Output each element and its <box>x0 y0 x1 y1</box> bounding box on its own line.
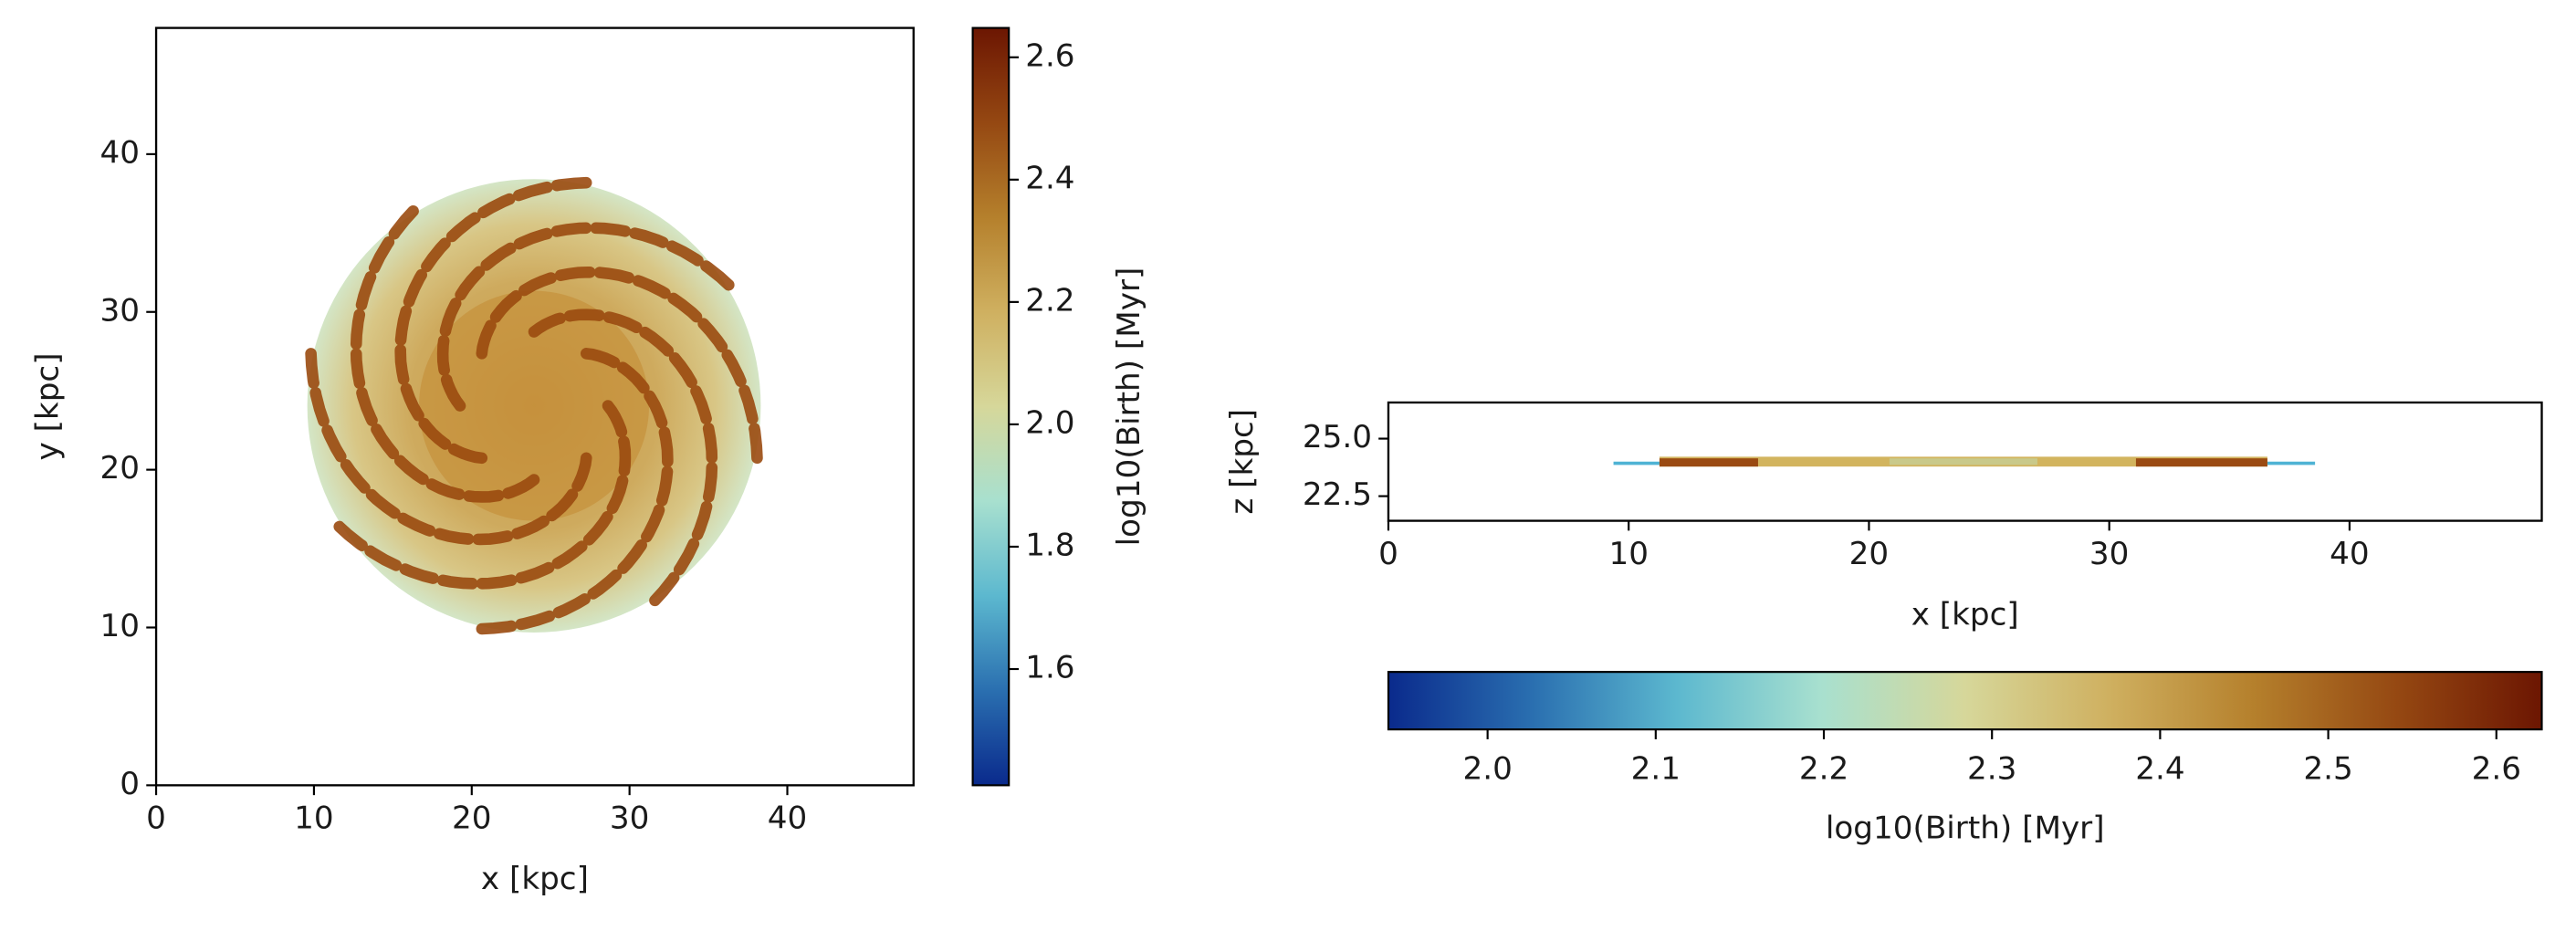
y-tick-label: 0 <box>120 766 140 802</box>
colorbar-label: log10(Birth) [Myr] <box>1111 267 1147 547</box>
edge-on-image <box>1613 456 2316 467</box>
colorbar-tick-label: 2.0 <box>1462 751 1512 788</box>
colorbar-tick-label: 2.6 <box>1025 37 1074 74</box>
y-tick-label: 25.0 <box>1303 419 1372 455</box>
x-tick-label: 30 <box>610 800 650 837</box>
disk-band <box>1889 458 2037 466</box>
colorbar-tick-label: 2.4 <box>1025 160 1074 196</box>
spiral-arm <box>472 348 674 635</box>
x-tick-label: 30 <box>2089 536 2130 572</box>
colorbar-tick-label: 2.0 <box>1025 404 1074 441</box>
colorbar <box>971 26 1011 787</box>
x-tick-label: 0 <box>1378 536 1398 572</box>
x-tick-label: 40 <box>2330 536 2370 572</box>
y-axis-label: y [kpc] <box>30 352 67 460</box>
y-tick-label: 40 <box>100 134 141 171</box>
spiral-arm <box>330 400 632 590</box>
disk-band <box>1659 458 1758 467</box>
disk-band <box>2135 458 2267 467</box>
x-tick-label: 20 <box>452 800 492 837</box>
x-tick-label: 10 <box>294 800 334 837</box>
x-tick-label: 40 <box>768 800 808 837</box>
colorbar-tick-label: 1.8 <box>1025 527 1074 563</box>
x-axis-label: x [kpc] <box>481 861 589 897</box>
spiral-arm <box>436 222 738 412</box>
x-tick-label: 10 <box>1608 536 1649 572</box>
spiral-arm <box>528 309 718 609</box>
bulge <box>419 290 650 521</box>
x-tick-label: 0 <box>146 800 166 837</box>
y-axis-label: z [kpc] <box>1224 409 1261 515</box>
spiral-arm <box>350 203 540 503</box>
colorbar-label: log10(Birth) [Myr] <box>1826 810 2105 846</box>
x-tick-label: 20 <box>1849 536 1890 572</box>
spiral-arm <box>476 266 763 467</box>
face-on-image <box>305 176 763 635</box>
colorbar-tick-label: 2.2 <box>1025 282 1074 319</box>
colorbar-tick-label: 2.4 <box>2135 751 2184 788</box>
colorbar-tick-label: 1.6 <box>1025 650 1074 686</box>
colorbar-tick-label: 2.2 <box>1799 751 1848 788</box>
y-tick-label: 10 <box>100 608 141 644</box>
y-tick-label: 30 <box>100 292 141 329</box>
spiral-arm <box>394 176 596 465</box>
colorbar-tick-label: 2.1 <box>1631 751 1681 788</box>
spiral-arm <box>305 344 592 546</box>
axes-frame <box>154 26 915 787</box>
colorbar-tick-label: 2.3 <box>1967 751 2016 788</box>
x-axis-label: x [kpc] <box>1911 596 2019 633</box>
colorbar-tick-label: 2.6 <box>2472 751 2521 788</box>
y-tick-label: 20 <box>100 450 141 486</box>
colorbar-tick-label: 2.5 <box>2303 751 2352 788</box>
colorbar <box>1387 671 2543 731</box>
y-tick-label: 22.5 <box>1303 476 1372 513</box>
axes-frame <box>1387 401 2543 522</box>
